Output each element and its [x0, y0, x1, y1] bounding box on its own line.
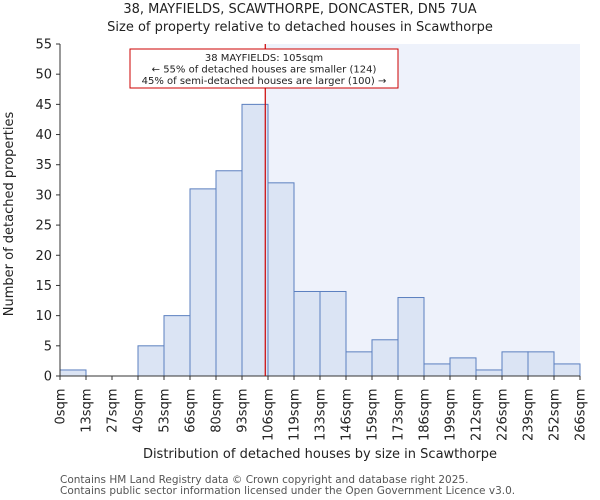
x-tick-label: 13sqm [80, 389, 95, 433]
annotation-text: ← 55% of detached houses are smaller (12… [152, 65, 377, 76]
y-tick-label: 35 [35, 158, 52, 173]
bar [189, 188, 217, 377]
chart-subtitle: Size of property relative to detached ho… [107, 20, 493, 35]
x-tick-label: 27sqm [106, 389, 121, 433]
footer-licence: Contains public sector information licen… [60, 485, 516, 497]
x-tick-label: 53sqm [158, 389, 173, 433]
bar [371, 339, 399, 377]
bar [267, 182, 295, 377]
bar [293, 290, 321, 377]
x-tick-label: 146sqm [340, 389, 355, 442]
x-tick-label: 186sqm [418, 389, 433, 442]
bar [215, 170, 243, 377]
x-tick-label: 239sqm [522, 389, 537, 442]
y-tick-label: 30 [35, 188, 52, 203]
y-tick-label: 15 [35, 279, 52, 294]
y-tick-label: 50 [35, 68, 52, 83]
x-tick-label: 0sqm [54, 389, 69, 425]
x-axis-title: Distribution of detached houses by size … [143, 447, 497, 462]
y-tick-label: 5 [44, 339, 52, 354]
y-tick-label: 0 [44, 370, 52, 385]
y-tick-label: 45 [35, 98, 52, 113]
bar [449, 357, 477, 377]
x-tick-label: 106sqm [262, 389, 277, 442]
bar [137, 345, 165, 377]
x-tick-label: 252sqm [548, 389, 563, 442]
x-tick-label: 159sqm [366, 389, 381, 442]
bar [553, 363, 581, 377]
y-tick-label: 10 [35, 309, 52, 324]
x-tick-label: 266sqm [574, 389, 589, 442]
x-tick-label: 226sqm [496, 389, 511, 442]
chart-title: 38, MAYFIELDS, SCAWTHORPE, DONCASTER, DN… [123, 2, 477, 17]
y-tick-label: 40 [35, 128, 52, 143]
x-tick-label: 40sqm [132, 389, 147, 433]
x-tick-label: 93sqm [236, 389, 251, 433]
footer-copyright: Contains HM Land Registry data © Crown c… [60, 474, 469, 486]
bar [397, 297, 425, 377]
y-tick-label: 25 [35, 219, 52, 234]
annotation-box [129, 48, 399, 89]
bar [319, 290, 347, 377]
x-tick-label: 212sqm [470, 389, 485, 442]
y-tick-label: 20 [35, 249, 52, 264]
annotation-text: 45% of semi-detached houses are larger (… [142, 76, 387, 87]
bar [59, 369, 87, 377]
x-tick-label: 66sqm [184, 389, 199, 433]
bar [423, 363, 451, 377]
x-tick-label: 199sqm [444, 389, 459, 442]
bar [345, 351, 373, 377]
bar [241, 103, 269, 377]
bar [163, 315, 191, 377]
x-tick-label: 119sqm [288, 389, 303, 442]
x-tick-label: 133sqm [314, 389, 329, 442]
x-tick-label: 173sqm [392, 389, 407, 442]
y-axis-title: Number of detached properties [2, 112, 17, 317]
annotation-text: 38 MAYFIELDS: 105sqm [205, 53, 323, 64]
y-tick-label: 55 [35, 38, 52, 53]
bar [527, 351, 555, 377]
bar [501, 351, 529, 377]
x-tick-label: 80sqm [210, 389, 225, 433]
bar [475, 369, 503, 377]
